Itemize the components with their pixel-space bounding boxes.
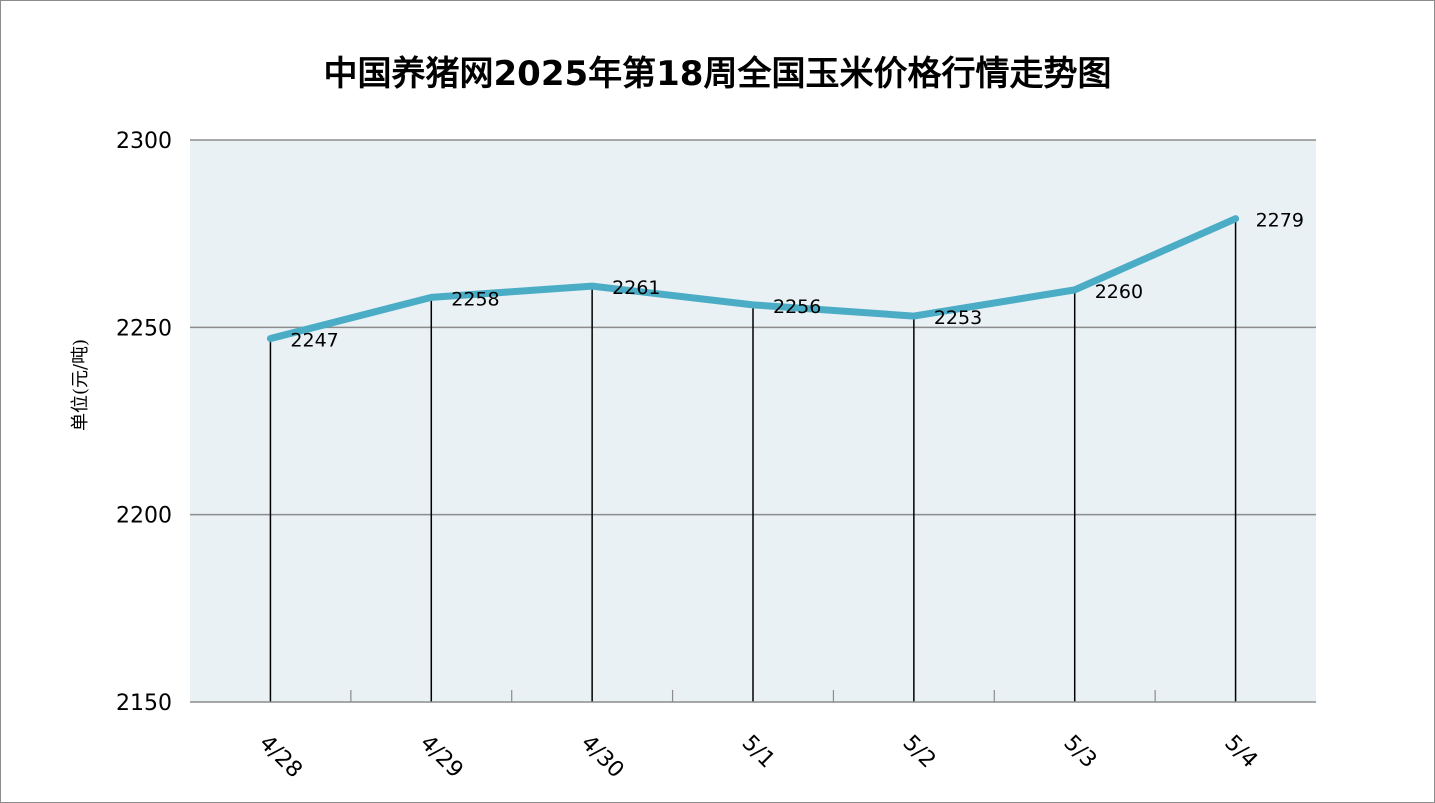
x-tick-labels: 4/28 4/29 4/30 5/1 5/2 5/3 5/4	[254, 731, 1262, 784]
x-tick-label: 5/4	[1219, 731, 1262, 774]
data-label: 2279	[1256, 210, 1304, 232]
data-label: 2253	[934, 307, 982, 329]
x-tick-label: 4/29	[415, 731, 468, 784]
data-label: 2247	[290, 330, 338, 352]
x-tick-label: 4/30	[576, 731, 629, 784]
x-axis	[190, 690, 1316, 703]
data-label: 2256	[773, 296, 821, 318]
x-tick-label: 4/28	[254, 731, 307, 784]
data-labels: 2247 2258 2261 2256 2253 2260 2279	[290, 210, 1304, 352]
x-tick-label: 5/3	[1058, 731, 1101, 774]
x-tick-label: 5/2	[898, 731, 941, 774]
y-tick-label: 2250	[116, 316, 172, 341]
series-line	[266, 215, 1240, 343]
x-tick-label: 5/1	[737, 731, 780, 774]
data-label: 2261	[612, 277, 660, 299]
y-axis: 2150 2200 2250 2300	[116, 129, 172, 716]
data-label: 2258	[451, 288, 499, 310]
drop-lines	[269, 218, 1237, 702]
chart-title: 中国养猪网2025年第18周全国玉米价格行情走势图	[323, 54, 1112, 94]
data-label: 2260	[1095, 281, 1143, 303]
y-tick-label: 2200	[116, 504, 172, 529]
y-tick-label: 2300	[116, 129, 172, 154]
y-tick-label: 2150	[116, 691, 172, 716]
